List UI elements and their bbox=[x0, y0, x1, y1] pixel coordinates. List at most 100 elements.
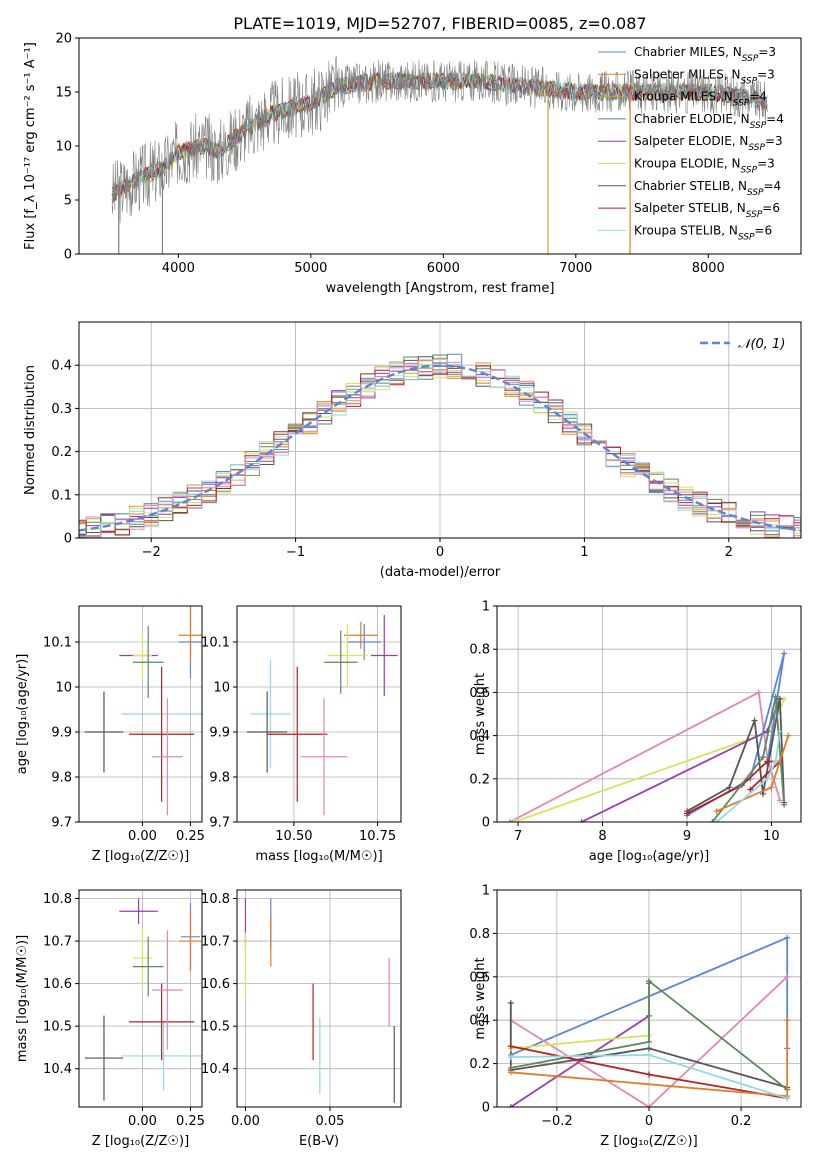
y-tick-label: 0.1 bbox=[51, 488, 72, 503]
axes-frame bbox=[78, 605, 203, 823]
legend-sub: SSP bbox=[747, 188, 764, 198]
spectrum-panel: 4000 5000 6000 7000 8000 0 5 10 15 20 wavelength [… bbox=[23, 32, 802, 296]
y-tick-label: 10.8 bbox=[201, 892, 230, 907]
point-marker bbox=[747, 786, 754, 793]
x-tick-label: 0.25 bbox=[176, 829, 205, 844]
x-axis-label: Z [log₁₀(Z/Z☉)] bbox=[92, 1134, 189, 1149]
x-tick-label: 7 bbox=[514, 829, 522, 844]
series-line bbox=[509, 1002, 788, 1089]
plot-area bbox=[507, 934, 791, 1107]
y-tick-label: 9.7 bbox=[209, 816, 230, 831]
y-tick-label: 9.9 bbox=[209, 726, 230, 741]
legend-sub: SSP bbox=[746, 210, 763, 220]
y-tick-label: 10.1 bbox=[43, 636, 72, 651]
x-tick-label: 10.50 bbox=[275, 829, 312, 844]
point-marker bbox=[510, 819, 517, 822]
x-tick-label: −0.2 bbox=[541, 1114, 573, 1129]
x-tick-label: 0.2 bbox=[731, 1114, 752, 1129]
y-tick-label: 0 bbox=[64, 532, 72, 547]
point-marker bbox=[506, 819, 513, 822]
legend-label: Salpeter ELODIE, NSSP=3 bbox=[634, 134, 783, 153]
axes-frame bbox=[496, 605, 802, 823]
x-axis-label: Z [log₁₀(Z/Z☉)] bbox=[92, 849, 189, 864]
legend-sub: SSP bbox=[741, 166, 758, 176]
plot-area bbox=[84, 606, 202, 816]
x-tick-label: 5000 bbox=[294, 261, 327, 276]
mass-vs-Z-panel: 0.00 0.25 10.4 10.5 10.6 10.7 10.8 Z [log₁₀(Z/Z… bbox=[15, 889, 205, 1149]
figure-title: PLATE=1019, MJD=52707, FIBERID=0085, z=0… bbox=[233, 14, 646, 33]
x-axis-label: age [log₁₀(age/yr)] bbox=[589, 849, 710, 864]
y-axis-label: mass weight bbox=[473, 673, 488, 755]
point-marker bbox=[751, 717, 758, 724]
series-line bbox=[711, 696, 785, 822]
mass-vs-ebv-panel: 0.00 0.05 10.4 10.5 10.6 10.7 10.8 E(B-V) bbox=[201, 889, 402, 1149]
mass-weight-vs-age-panel: 7 8 9 10 0 0.2 0.4 0.6 0.8 1 age [log₁₀(age/yr)] ma… bbox=[469, 600, 802, 864]
axes-frame bbox=[78, 321, 802, 539]
legend-label: Chabrier MILES, NSSP=3 bbox=[634, 45, 776, 64]
x-tick-label: 4000 bbox=[162, 261, 195, 276]
point-marker bbox=[578, 819, 585, 822]
point-marker bbox=[507, 999, 514, 1006]
point-marker bbox=[709, 819, 716, 822]
series-line bbox=[686, 760, 783, 815]
y-tick-label: 0.3 bbox=[51, 402, 72, 417]
y-tick-label: 20 bbox=[55, 32, 72, 47]
x-tick-label: 9 bbox=[683, 829, 691, 844]
y-tick-label: 9.7 bbox=[51, 816, 72, 831]
x-axis-label: Z [log₁₀(Z/Z☉)] bbox=[600, 1134, 697, 1149]
y-tick-label: 9.8 bbox=[51, 771, 72, 786]
point-marker bbox=[646, 1051, 652, 1058]
x-axis-label: wavelength [Angstrom, rest frame] bbox=[326, 281, 555, 296]
series-line bbox=[581, 698, 781, 822]
point-marker bbox=[755, 689, 762, 696]
point-marker bbox=[507, 1054, 514, 1061]
plot-area bbox=[244, 898, 395, 1103]
point-marker bbox=[784, 1095, 791, 1102]
residuals-panel: −2 −1 0 1 2 0 0.1 0.2 0.3 0.4 (data-model)/error No… bbox=[23, 321, 802, 580]
x-tick-label: 0.00 bbox=[128, 1114, 157, 1129]
y-tick-label: 0 bbox=[64, 248, 72, 263]
x-axis-label: mass [log₁₀(M/M☉)] bbox=[255, 849, 382, 864]
series-line bbox=[513, 698, 785, 822]
residual-histogram bbox=[79, 354, 801, 538]
y-axis-label: Flux [f_λ 10⁻¹⁷ erg cm⁻² s⁻¹ A⁻¹] bbox=[23, 42, 38, 250]
legend-label: Salpeter STELIB, NSSP=6 bbox=[634, 201, 780, 220]
point-marker bbox=[507, 1043, 514, 1050]
y-tick-label: 10.7 bbox=[201, 935, 230, 950]
legend-sub: SSP bbox=[741, 76, 758, 86]
y-tick-label: 10 bbox=[55, 681, 72, 696]
series-line bbox=[716, 731, 781, 822]
series-line bbox=[510, 976, 788, 1107]
point-marker bbox=[776, 797, 783, 804]
point-marker bbox=[764, 758, 771, 765]
x-tick-label: 0.00 bbox=[231, 1114, 260, 1129]
residual-histogram bbox=[79, 365, 801, 537]
legend-label: Chabrier STELIB, NSSP=4 bbox=[634, 179, 781, 198]
y-axis-label: mass weight bbox=[473, 957, 488, 1039]
y-tick-label: 0.4 bbox=[51, 359, 72, 374]
axes-frame bbox=[78, 37, 802, 255]
y-tick-label: 10 bbox=[55, 140, 72, 155]
point-marker bbox=[726, 784, 733, 791]
plot-area bbox=[79, 353, 801, 538]
y-tick-label: 10.4 bbox=[43, 1062, 72, 1077]
y-tick-label: 10.7 bbox=[43, 935, 72, 950]
point-marker bbox=[768, 784, 775, 791]
x-tick-label: 7000 bbox=[559, 261, 592, 276]
x-tick-label: 8 bbox=[598, 829, 606, 844]
axes-frame bbox=[236, 605, 402, 823]
y-tick-label: 0.8 bbox=[469, 927, 490, 942]
y-tick-label: 10.5 bbox=[43, 1020, 72, 1035]
x-tick-label: 0.00 bbox=[128, 829, 157, 844]
point-marker bbox=[713, 819, 720, 822]
x-tick-label: 1 bbox=[580, 545, 588, 560]
series-line bbox=[686, 698, 785, 812]
point-marker bbox=[507, 1069, 514, 1076]
y-axis-label: age [log₁₀(age/yr)] bbox=[15, 654, 30, 775]
point-marker bbox=[646, 1104, 652, 1107]
point-marker bbox=[772, 693, 779, 700]
legend-sub: SSP bbox=[748, 143, 765, 153]
y-tick-label: 0 bbox=[482, 1101, 490, 1116]
y-tick-label: 9.8 bbox=[209, 771, 230, 786]
